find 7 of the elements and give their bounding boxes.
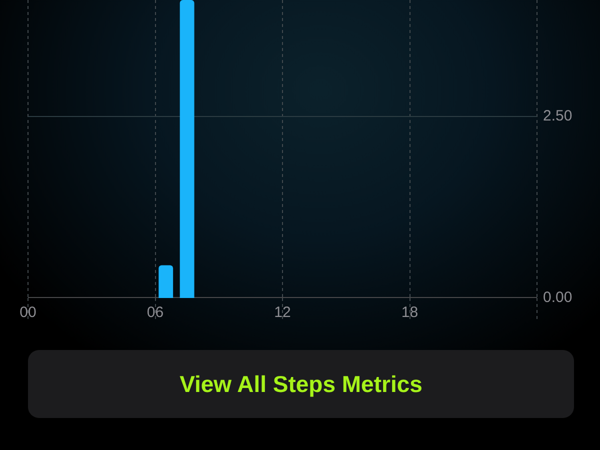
y-tick-label: 2.50 <box>543 107 572 124</box>
x-tick-label: 12 <box>274 304 291 322</box>
x-tick-label: 18 <box>401 304 418 322</box>
button[interactable]: View All Steps Metrics <box>28 350 574 418</box>
x-tick-label: 00 <box>20 304 36 322</box>
y-tick-label: 0.00 <box>543 289 572 306</box>
x-tick-label: 06 <box>146 304 164 322</box>
